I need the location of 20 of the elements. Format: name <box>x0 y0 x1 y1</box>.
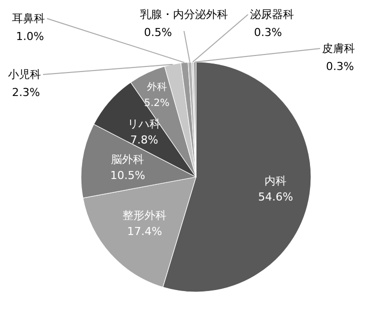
data-label: 0.5% <box>144 26 172 39</box>
slice-label: 小児科 <box>8 68 41 81</box>
slice-label: 脳外科 <box>111 152 144 166</box>
slice-label: 整形外科 <box>122 209 167 222</box>
data-label: 0.3% <box>326 60 354 73</box>
data-label: 7.8% <box>130 133 158 146</box>
data-label: 54.6% <box>258 190 294 204</box>
data-label: 0.3% <box>254 26 282 39</box>
slice-label: 皮膚科 <box>322 42 355 55</box>
slice-label: 泌尿器科 <box>250 8 294 21</box>
data-label: 2.3% <box>12 86 40 99</box>
data-label: 5.2% <box>144 98 170 109</box>
data-label: 17.4% <box>127 225 162 238</box>
slice-label: 外科 <box>146 80 167 93</box>
slice-label: 内科 <box>264 174 287 188</box>
data-label: 10.5% <box>110 168 146 182</box>
slice-label: 耳鼻科 <box>12 12 45 25</box>
slice-label: リハ科 <box>128 117 161 130</box>
slice-label: 乳腺・内分泌外科 <box>140 8 228 21</box>
data-label: 1.0% <box>16 30 44 43</box>
